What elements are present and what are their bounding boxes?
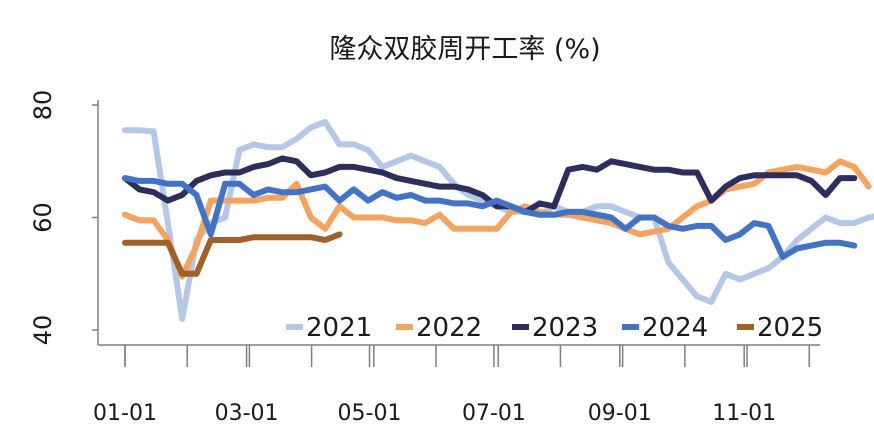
- chart-title: 隆众双胶周开工率 (%): [329, 34, 600, 65]
- legend-label-2024: 2024: [642, 313, 708, 343]
- y-tick-label: 60: [29, 202, 57, 233]
- legend-label-2021: 2021: [306, 313, 372, 343]
- legend: 2021 2022 2023 2024 2025: [286, 313, 823, 343]
- legend-label-2025: 2025: [757, 313, 823, 343]
- legend-label-2022: 2022: [416, 313, 482, 343]
- y-tick-label: 80: [29, 90, 57, 121]
- x-ticks: 01-01 03-01 05-01 07-01 09-01 11-01: [93, 345, 811, 426]
- y-tick-label: 40: [29, 315, 57, 346]
- series-line-2024: [122, 175, 858, 260]
- series-line-2025: [122, 231, 343, 277]
- series-line-2022: [122, 158, 872, 280]
- x-tick-label: 05-01: [338, 401, 402, 426]
- x-tick-label: 07-01: [462, 401, 526, 426]
- series-lines: [122, 118, 874, 322]
- legend-label-2023: 2023: [532, 313, 598, 343]
- x-tick-label: 01-01: [93, 401, 157, 426]
- x-tick-label: 09-01: [588, 401, 652, 426]
- x-tick-label: 03-01: [215, 401, 279, 426]
- series-line-2021: [122, 118, 874, 322]
- y-ticks: 40 60 80: [29, 90, 98, 346]
- x-tick-label: 11-01: [712, 401, 776, 426]
